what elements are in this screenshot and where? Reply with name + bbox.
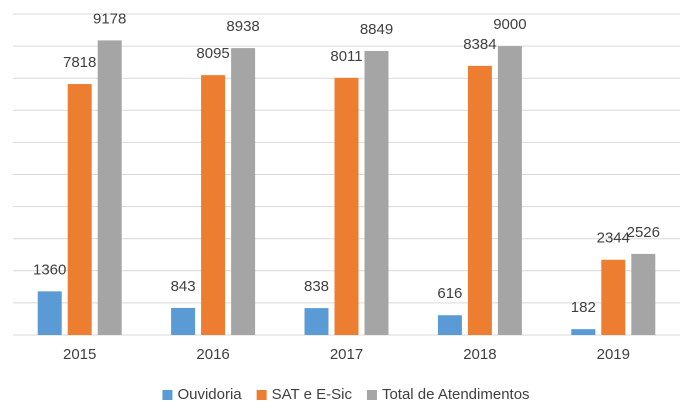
data-label: 9178 [93,10,126,27]
data-label: 8938 [226,18,259,35]
data-label: 1360 [33,261,66,278]
legend-swatch [256,390,267,400]
legend-label: Total de Atendimentos [382,386,530,403]
data-label: 8011 [330,48,362,65]
bar [304,308,329,335]
data-label: 2344 [597,230,630,247]
bar [364,50,389,335]
bar [497,46,522,335]
data-label: 838 [304,278,329,295]
legend-swatch [366,390,377,400]
x-tick-label: 2015 [63,346,96,363]
x-tick-label: 2019 [597,346,630,363]
data-label: 7818 [63,54,96,71]
x-tick-label: 2018 [463,346,496,363]
bar [201,75,226,335]
bar [571,329,596,335]
bar [631,253,656,335]
data-label: 2526 [627,224,660,241]
data-label: 843 [171,278,196,295]
bar [97,40,122,335]
legend-swatch [162,390,173,400]
bar [171,307,196,335]
legend-label: SAT e E-Sic [272,386,353,403]
data-label: 616 [437,285,462,302]
bar [467,65,492,335]
bar [67,84,92,335]
bar [334,77,359,336]
data-label: 8095 [196,45,229,62]
data-label: 9000 [493,16,526,33]
bar [37,291,62,335]
bar [437,315,462,335]
bar [601,259,626,335]
data-label: 8384 [463,36,496,53]
legend-label: Ouvidoria [177,386,242,403]
data-label: 8849 [360,21,393,38]
bar [231,48,256,335]
x-tick-label: 2016 [196,346,229,363]
x-tick-label: 2017 [330,346,363,363]
data-label: 182 [571,299,596,316]
